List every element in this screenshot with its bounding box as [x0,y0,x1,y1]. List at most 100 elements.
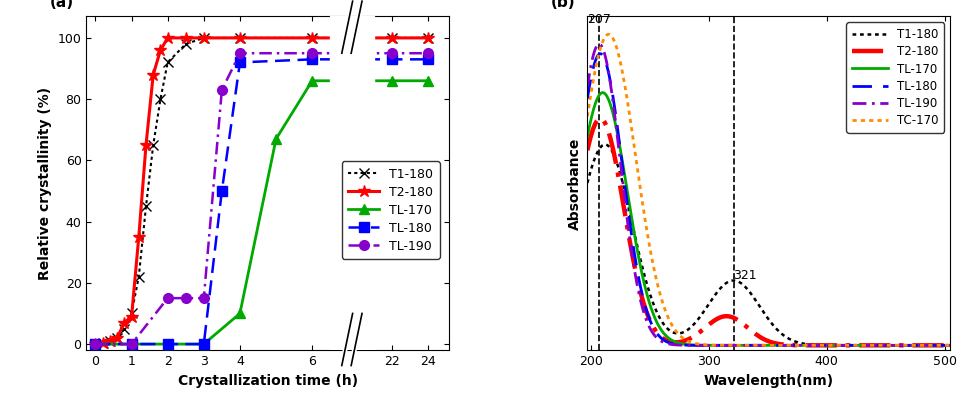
Text: (b): (b) [551,0,576,10]
Line: TL-190: TL-190 [90,48,433,349]
TL-170 [422,78,434,83]
T1-180 [945,343,956,348]
T1-180 [306,35,318,40]
X-axis label: Wavelength(nm): Wavelength(nm) [704,374,834,388]
Text: (a): (a) [50,0,74,10]
TL-190 [826,343,837,348]
TC-170 [676,335,687,339]
TL-180 [422,57,434,62]
T1-180 [140,204,152,209]
T2-180 [594,116,606,121]
TL-190 [747,343,758,348]
T2-180 [119,320,131,325]
TC-170 [796,343,807,348]
T2-180 [198,35,209,40]
T1-180 [104,339,115,344]
TL-190 [422,51,434,56]
TC-170 [747,343,758,348]
TC-170 [852,343,864,348]
TL-180 [162,342,174,346]
TL-170 [824,343,835,348]
Line: TL-180: TL-180 [90,54,433,349]
T2-180 [306,35,318,40]
TL-190 [646,330,658,335]
Legend: T1-180, T2-180, TL-170, TL-180, TL-190, TC-170: T1-180, T2-180, TL-170, TL-180, TL-190, … [847,22,945,133]
T2-180 [676,339,687,344]
TL-180 [89,342,101,346]
T1-180 [126,311,137,316]
Legend: T1-180, T2-180, TL-170, TL-180, TL-190: T1-180, T2-180, TL-170, TL-180, TL-190 [342,161,440,259]
Y-axis label: Absorbance: Absorbance [567,137,582,229]
T2-180 [911,343,923,348]
Line: T1-180: T1-180 [90,33,433,349]
TL-170 [89,342,101,346]
T2-180 [155,48,166,53]
TL-190 [789,343,801,348]
T1-180 [133,274,145,279]
TL-170 [198,342,209,346]
TL-190 [216,87,228,92]
TL-190 [198,296,209,301]
Line: T2-180: T2-180 [588,119,950,345]
TL-180 [796,343,807,348]
TL-190 [386,51,397,56]
TL-190 [856,343,868,348]
T1-180 [97,340,108,345]
Line: T2-180: T2-180 [89,32,434,350]
T1-180 [111,335,123,340]
TL-180 [198,342,209,346]
Text: 321: 321 [733,269,757,282]
T2-180 [747,329,758,334]
T2-180 [386,35,397,40]
Line: TL-180: TL-180 [588,54,950,345]
TL-180 [676,342,687,347]
T2-180 [646,323,658,328]
T2-180 [825,343,836,348]
TC-170 [582,114,593,119]
T1-180 [89,342,101,346]
T1-180 [162,60,174,65]
TL-170 [597,90,609,95]
T2-180 [422,35,434,40]
TL-190 [306,51,318,56]
TL-170 [162,342,174,346]
T1-180 [386,35,397,40]
T1-180 [180,42,191,47]
T2-180 [140,143,152,147]
TL-190 [945,343,956,348]
TL-180 [582,96,593,101]
TL-180 [856,343,868,348]
TL-180 [945,343,956,348]
TL-170 [856,343,868,348]
T2-180 [234,35,246,40]
TL-190 [162,296,174,301]
T2-180 [97,340,108,345]
T2-180 [180,35,191,40]
TC-170 [856,343,868,348]
TL-180 [216,189,228,194]
TC-170 [603,32,614,37]
TL-190 [89,342,101,346]
T1-180 [825,343,836,348]
T1-180 [646,298,658,303]
TL-180 [386,57,397,62]
Line: T1-180: T1-180 [588,145,950,345]
T2-180 [148,72,159,77]
T1-180 [119,326,131,331]
Text: 207: 207 [588,14,612,26]
T1-180 [422,35,434,40]
TL-170 [676,341,687,346]
TL-180 [801,343,812,348]
TL-190 [180,296,191,301]
TL-190 [126,342,137,346]
TL-170 [271,136,282,141]
TC-170 [825,343,836,348]
TL-180 [826,343,837,348]
TL-180 [747,343,758,348]
T2-180 [111,335,123,340]
T1-180 [234,35,246,40]
T2-180 [945,343,956,348]
TL-170 [582,134,593,139]
TL-180 [234,60,246,65]
X-axis label: Crystallization time (h): Crystallization time (h) [178,374,358,388]
